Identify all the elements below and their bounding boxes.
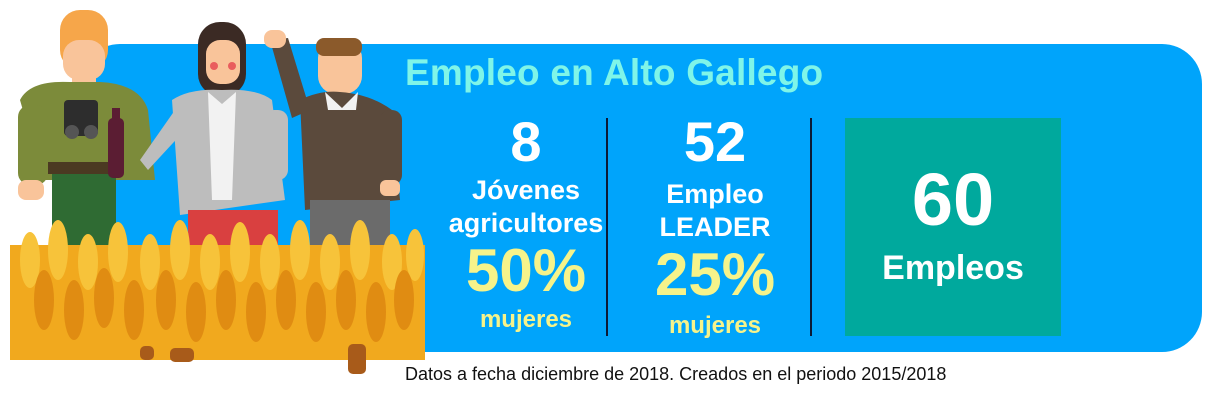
stat-percent: 25% [654, 241, 776, 308]
divider [606, 118, 608, 336]
stat-percent-label: mujeres [668, 312, 762, 339]
footnote: Datos a fecha diciembre de 2018. Creados… [405, 364, 947, 384]
people-illustration [10, 10, 425, 374]
stat-young-farmers: 8 Jóvenes agricultores 50% mujeres [440, 112, 612, 334]
stat-label-line2: agricultores [448, 208, 604, 238]
stat-leader-employment: 52 Empleo LEADER 25% mujeres [620, 112, 810, 340]
stat-label-line1: Empleo [666, 179, 764, 209]
waving-man-icon [264, 30, 402, 270]
stat-percent: 50% [465, 237, 587, 304]
stat-label-line1: Jóvenes [471, 175, 581, 205]
woman-with-wine-icon [140, 22, 288, 270]
page-title: Empleo en Alto Gallego [405, 52, 824, 93]
total-number: 60 [911, 158, 995, 241]
stat-percent-label: mujeres [479, 306, 573, 333]
divider [810, 118, 812, 336]
total-label: Empleos [882, 249, 1024, 287]
stat-number: 8 [510, 110, 542, 173]
stat-number: 52 [683, 110, 747, 173]
total-employment-box: 60 Empleos [845, 118, 1061, 336]
hiker-man-icon [18, 10, 155, 264]
wheat-field-icon [10, 220, 425, 374]
stat-label-line2: LEADER [659, 212, 771, 242]
